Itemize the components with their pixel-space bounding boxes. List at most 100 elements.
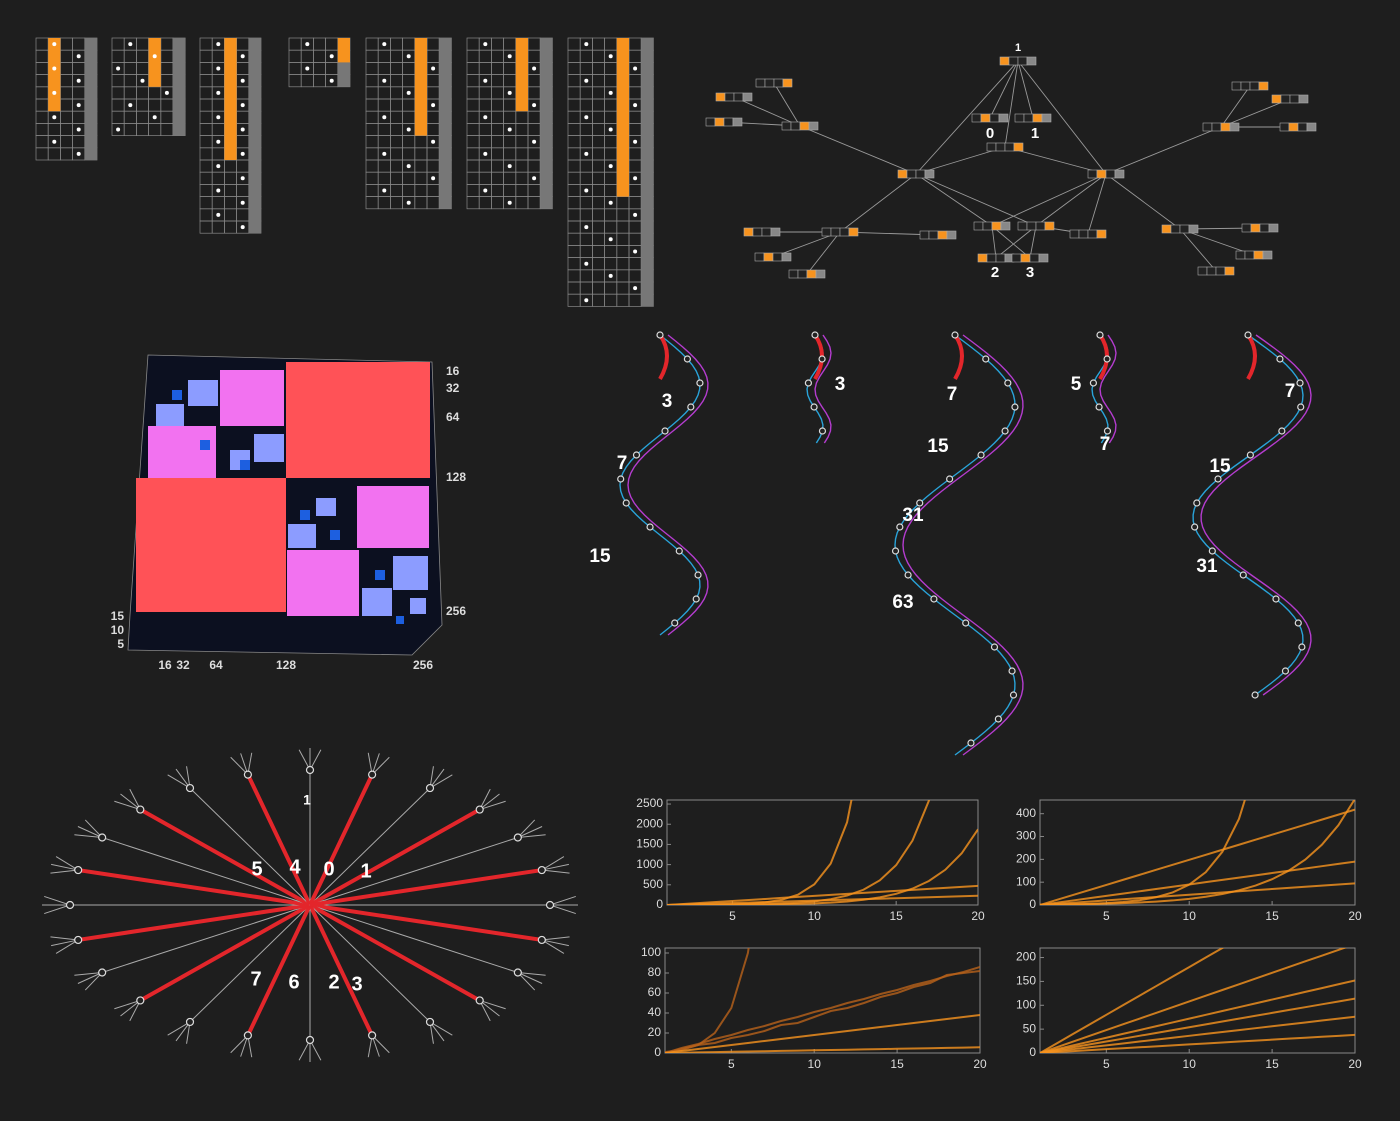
grid-cell	[377, 62, 391, 75]
leaf	[44, 895, 71, 906]
state-cell	[1078, 229, 1089, 239]
state-cell	[1306, 122, 1317, 132]
tree-red	[1246, 333, 1257, 381]
grid-cell	[426, 123, 440, 136]
state-cell	[1011, 253, 1022, 263]
grid-cell	[402, 98, 416, 112]
label: 15	[589, 546, 611, 567]
marker	[164, 90, 169, 95]
marker	[305, 42, 310, 47]
grid-cell	[390, 110, 403, 124]
marker	[483, 151, 488, 156]
tree-node	[1296, 379, 1304, 387]
tree-node	[1294, 619, 1302, 627]
leaf	[74, 834, 103, 838]
grid-cell	[365, 37, 379, 51]
state-cell	[714, 117, 725, 127]
state-cell	[919, 230, 930, 240]
cube-pink	[220, 370, 284, 426]
grid-cell	[592, 98, 605, 112]
edge	[1087, 173, 1107, 235]
series-line	[665, 966, 980, 1053]
grid-cell	[365, 171, 379, 185]
y-tick-label: 2000	[636, 816, 663, 830]
state-cell	[1023, 113, 1034, 123]
grid-cell	[503, 171, 517, 185]
grid-cell	[579, 269, 593, 283]
grid-cell	[604, 147, 618, 161]
state-cell	[815, 269, 826, 279]
tree-node	[891, 547, 900, 555]
y-tick-label: 400	[1016, 806, 1036, 820]
label: 1	[303, 792, 311, 808]
tree-node	[1297, 403, 1305, 411]
marker	[406, 54, 411, 59]
marker	[532, 176, 537, 181]
grid-cell	[604, 135, 618, 149]
marker	[483, 115, 488, 120]
grid-cell	[604, 281, 618, 295]
marker	[608, 200, 613, 205]
grid-cell	[503, 110, 517, 124]
grid-cell	[604, 98, 618, 112]
grid-cell	[288, 49, 302, 63]
series-line	[1040, 948, 1225, 1053]
label: 15	[111, 609, 125, 623]
grid-cell	[567, 159, 581, 173]
grid-cell	[160, 62, 174, 75]
x-tick-label: 10	[808, 1057, 822, 1071]
edge	[915, 173, 993, 227]
tree-node	[632, 451, 641, 459]
orange-column	[148, 38, 161, 87]
state-cell	[1231, 81, 1242, 91]
marker	[406, 164, 411, 169]
state-cell	[781, 121, 792, 131]
grid-cell	[604, 171, 618, 185]
x-tick-label: 15	[889, 909, 903, 923]
grid-cell	[628, 49, 642, 63]
leaf	[429, 774, 453, 789]
state-cell	[906, 169, 917, 179]
label: 5	[251, 858, 262, 880]
marker	[532, 66, 537, 71]
state-cell	[1096, 229, 1107, 239]
marker	[216, 212, 221, 217]
tree-node	[692, 595, 700, 603]
y-tick-label: 0	[1029, 897, 1036, 911]
marker	[584, 188, 589, 193]
grid-cell	[365, 86, 379, 100]
branch-node	[243, 1031, 252, 1040]
branch-node	[136, 996, 145, 1005]
edge	[773, 82, 801, 127]
branch-node	[305, 1035, 315, 1045]
grid-cell	[527, 49, 541, 63]
grid-cell	[604, 245, 618, 258]
label: 31	[1196, 556, 1218, 577]
state-cell	[1250, 223, 1261, 233]
cube-dark	[396, 616, 404, 624]
grid-cell	[579, 123, 593, 136]
tree-node	[1276, 355, 1284, 363]
grid-cell	[628, 159, 642, 173]
state-cell	[982, 221, 993, 231]
grid-cell	[592, 123, 605, 136]
branch-node	[185, 1017, 195, 1027]
grid-cell	[592, 269, 605, 283]
tree-node	[1011, 403, 1019, 411]
marker	[584, 298, 589, 303]
grid-cell	[592, 49, 605, 63]
state-cell	[781, 252, 792, 262]
grid-cell	[527, 110, 541, 124]
grid-cell	[35, 74, 49, 88]
edge	[1017, 60, 1107, 175]
edge	[991, 173, 1107, 227]
grid-cell	[579, 159, 593, 173]
state-cell	[1044, 221, 1055, 231]
grid-cell	[35, 62, 49, 75]
grid-cell	[628, 232, 642, 246]
grid-cell	[515, 110, 529, 124]
grid-cell	[211, 49, 225, 63]
branch	[77, 868, 311, 907]
leaf	[479, 793, 500, 810]
state-cell	[1069, 229, 1080, 239]
